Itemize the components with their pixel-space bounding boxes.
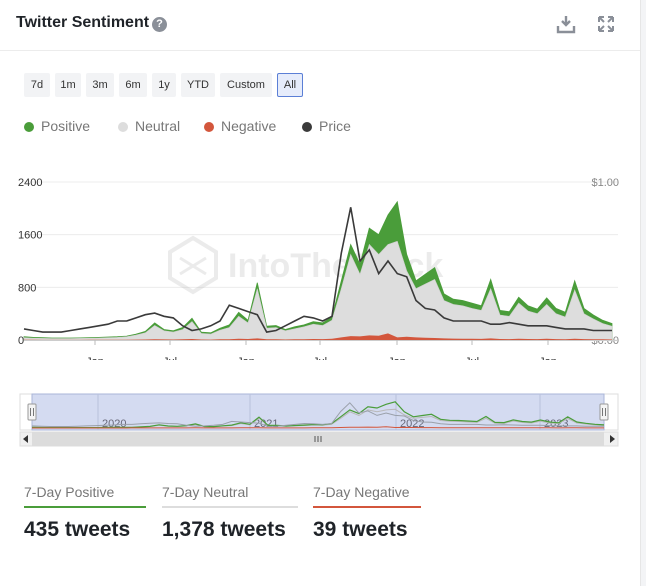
navigator-negative-line: [32, 426, 604, 429]
stat-value: 435 tweets: [24, 518, 131, 541]
stat-value: 1,378 tweets: [162, 518, 286, 541]
legend-label: Price: [319, 118, 351, 134]
legend-item-price[interactable]: Price: [302, 118, 362, 136]
negative-area: [24, 333, 612, 340]
legend-label: Negative: [221, 118, 277, 134]
stat-underline: [24, 506, 146, 508]
navigator-price-line: [31, 402, 604, 428]
price-line: [23, 207, 612, 333]
range-navigator[interactable]: 2020 2021 2022 2023: [0, 386, 640, 450]
x-tick-label: Jan: [539, 356, 557, 360]
y-tick-label: 800: [18, 282, 36, 294]
range-button-ytd[interactable]: YTD: [181, 73, 215, 97]
range-button-custom[interactable]: Custom: [220, 73, 272, 97]
y-tick-label: 0: [18, 335, 24, 347]
y-tick-label: 2400: [18, 177, 42, 189]
x-tick-label: Jan: [388, 356, 406, 360]
stat-underline: [162, 506, 298, 508]
question-circle-icon[interactable]: ?: [152, 17, 167, 32]
download-icon[interactable]: [556, 14, 576, 34]
card-title: Twitter Sentiment: [16, 14, 150, 31]
stat-value: 39 tweets: [313, 518, 408, 541]
legend-dot-icon: [302, 122, 312, 132]
legend-dot-icon: [24, 122, 34, 132]
card-header: Twitter Sentiment ?: [0, 0, 640, 51]
navigator-right-handle[interactable]: [599, 403, 609, 421]
navigator-positive-line: [31, 401, 605, 429]
legend-item-neutral[interactable]: Neutral: [118, 118, 188, 136]
x-tick-label: Jul: [465, 356, 479, 360]
grip-icon: [314, 436, 322, 442]
grip-icon: [30, 408, 34, 416]
neutral-area: [23, 240, 613, 341]
range-button-7d[interactable]: 7d: [24, 73, 50, 97]
range-button-6m[interactable]: 6m: [119, 73, 147, 97]
legend-label: Positive: [41, 118, 91, 134]
legend-dot-icon: [204, 122, 214, 132]
stat-label: 7-Day Neutral: [162, 484, 249, 500]
grip-icon: [602, 408, 606, 416]
legend-item-positive[interactable]: Positive: [24, 118, 102, 136]
scroll-left-icon[interactable]: [23, 435, 28, 443]
navigator-left-handle[interactable]: [27, 403, 37, 421]
scroll-right-icon[interactable]: [610, 435, 615, 443]
y2-tick-label: $1.00: [591, 177, 619, 189]
x-tick-label: Jul: [163, 356, 177, 360]
sentiment-chart: 240016008000$1.00$0.00IntoTheBlockJanJul…: [18, 177, 619, 360]
x-tick-label: Jan: [237, 356, 255, 360]
stat-label: 7-Day Positive: [24, 484, 115, 500]
positive-area: [23, 200, 613, 341]
x-tick-label: Jan: [86, 356, 104, 360]
expand-icon[interactable]: [596, 14, 616, 34]
legend-dot-icon: [118, 122, 128, 132]
range-button-1m[interactable]: 1m: [55, 73, 81, 97]
stat-underline: [313, 506, 421, 508]
legend-item-negative[interactable]: Negative: [204, 118, 286, 136]
stat-label: 7-Day Negative: [313, 484, 410, 500]
legend-label: Neutral: [135, 118, 181, 134]
range-button-3m[interactable]: 3m: [86, 73, 114, 97]
x-tick-label: Jul: [313, 356, 327, 360]
range-button-1y[interactable]: 1y: [152, 73, 176, 97]
y-tick-label: 1600: [18, 230, 42, 242]
range-button-all[interactable]: All: [277, 73, 303, 97]
